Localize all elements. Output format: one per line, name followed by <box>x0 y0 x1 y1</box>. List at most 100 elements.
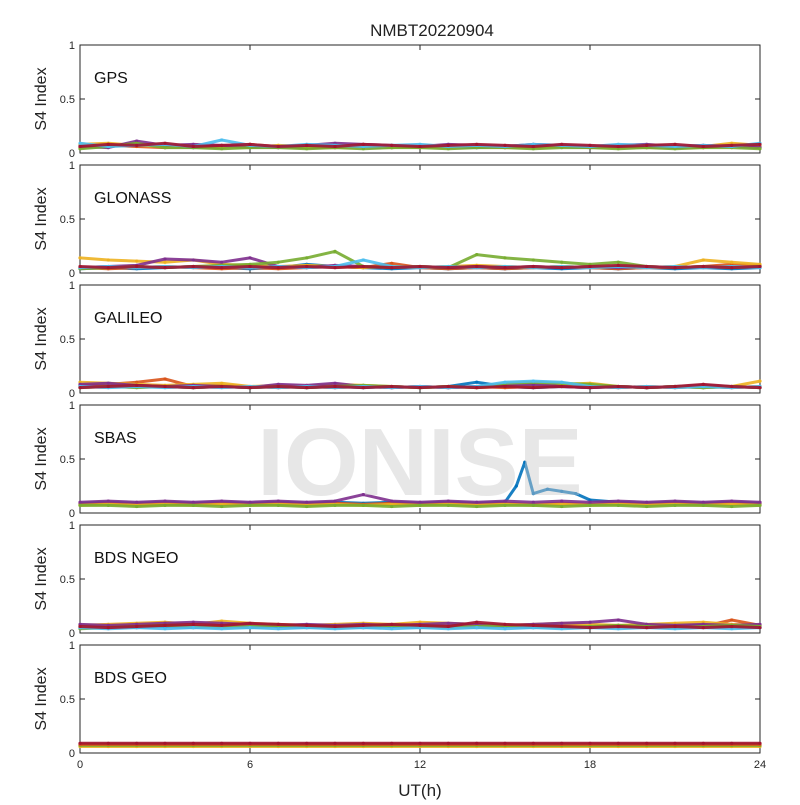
data-point <box>418 500 422 504</box>
panel-label: SBAS <box>94 430 137 447</box>
data-point <box>106 503 110 507</box>
data-point <box>135 500 139 504</box>
data-point <box>475 386 479 390</box>
data-point <box>163 384 167 389</box>
data-point <box>523 460 527 464</box>
data-point <box>220 499 224 503</box>
data-point <box>390 384 394 389</box>
data-point <box>475 741 479 745</box>
data-point <box>475 253 479 257</box>
data-point <box>588 741 592 745</box>
panel-frame <box>79 284 761 394</box>
data-point <box>730 260 734 264</box>
data-point <box>305 264 309 269</box>
data-point <box>333 144 337 149</box>
data-point <box>220 143 224 147</box>
data-point <box>588 386 592 390</box>
data-point <box>163 627 167 631</box>
data-point <box>135 383 139 387</box>
data-point <box>645 264 649 269</box>
data-point <box>503 622 507 627</box>
data-point <box>560 142 564 146</box>
y-tick-label: 0.5 <box>60 694 75 706</box>
data-point <box>475 142 479 146</box>
data-point <box>645 143 649 147</box>
y-tick-label: 0 <box>69 388 75 400</box>
data-point <box>503 384 507 389</box>
data-point <box>446 503 450 507</box>
data-point <box>135 259 139 263</box>
data-point <box>305 256 309 260</box>
data-point <box>758 379 762 383</box>
data-point <box>418 623 422 628</box>
data-point <box>475 626 479 630</box>
data-point <box>106 626 110 630</box>
x-tick-label: 24 <box>754 759 766 771</box>
data-point <box>276 384 280 389</box>
data-point <box>135 143 139 147</box>
data-point <box>106 741 110 745</box>
data-point <box>361 258 365 262</box>
data-point <box>191 622 195 627</box>
data-point <box>645 386 649 390</box>
y-tick-label: 0.5 <box>60 454 75 466</box>
data-point <box>446 624 450 629</box>
data-point <box>276 260 280 264</box>
data-point <box>645 626 649 630</box>
data-point <box>276 266 280 270</box>
data-point <box>616 144 620 149</box>
data-point <box>135 264 139 269</box>
data-point <box>106 499 110 503</box>
data-point <box>446 741 450 745</box>
data-point <box>220 260 224 264</box>
data-point <box>78 624 82 629</box>
data-point <box>163 260 167 264</box>
data-point <box>78 141 82 145</box>
data-point <box>758 264 762 269</box>
data-point <box>588 500 592 504</box>
data-point <box>730 504 734 509</box>
data-point <box>560 621 564 625</box>
data-point <box>333 384 337 389</box>
data-point <box>588 264 592 269</box>
data-point <box>560 266 564 270</box>
panel-label: BDS GEO <box>94 670 167 687</box>
panel-frame <box>79 644 761 754</box>
data-point <box>361 493 365 497</box>
data-point <box>390 266 394 270</box>
data-point <box>758 626 762 630</box>
data-point <box>503 380 507 384</box>
panel-label: GLONASS <box>94 190 171 207</box>
panel-frame <box>79 524 761 634</box>
panel: 0 0.5 1 S4 Index GPS <box>33 40 762 160</box>
data-point <box>305 143 309 147</box>
y-tick-label: 0 <box>69 628 75 640</box>
data-point <box>248 142 252 146</box>
data-point <box>163 377 167 381</box>
y-axis-label: S4 Index <box>33 667 50 730</box>
data-point <box>333 503 337 507</box>
data-point <box>531 741 535 745</box>
data-point <box>361 741 365 745</box>
data-point <box>503 503 507 507</box>
data-point <box>758 386 762 390</box>
data-point <box>531 144 535 149</box>
data-point <box>390 143 394 147</box>
data-point <box>220 627 224 631</box>
data-point <box>220 147 224 151</box>
watermark: IONISE <box>257 409 582 516</box>
y-tick-label: 0 <box>69 748 75 760</box>
data-point <box>701 382 705 386</box>
data-point <box>418 144 422 149</box>
data-point <box>248 741 252 745</box>
data-point <box>333 249 337 253</box>
data-point <box>645 741 649 745</box>
data-point <box>333 624 337 629</box>
data-point <box>616 263 620 267</box>
data-point <box>305 741 309 745</box>
y-tick-label: 1 <box>69 400 75 412</box>
data-point <box>305 386 309 390</box>
data-point <box>503 627 507 631</box>
data-point <box>730 143 734 147</box>
data-point <box>390 741 394 745</box>
